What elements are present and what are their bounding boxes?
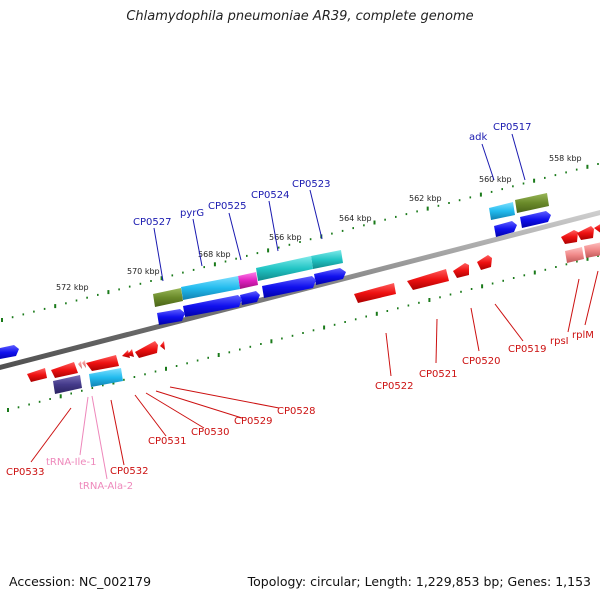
gene-feature-cp0524[interactable]	[262, 276, 316, 298]
band-cp0525	[238, 272, 258, 289]
gene-label-cp0532: CP0532	[110, 466, 148, 477]
gene-label-cp0522: CP0522	[375, 381, 413, 392]
topology-label: Topology: circular; Length: 1,229,853 bp…	[247, 574, 591, 589]
scale-label-558: 558 kbp	[549, 154, 582, 163]
gene-feature-cp0531[interactable]	[86, 355, 119, 371]
band-cp0527	[153, 288, 183, 307]
band-adk	[489, 202, 515, 220]
leader-lines-rna	[79, 395, 108, 480]
gene-feature-cp0529[interactable]	[122, 350, 130, 358]
gene-feature-cp0533[interactable]	[27, 368, 47, 382]
gene-feature-cp0522[interactable]	[354, 283, 396, 303]
gene-label-cp0517: CP0517	[493, 122, 531, 133]
band-cp0532	[53, 375, 82, 394]
reverse-strand-features	[27, 223, 600, 394]
band-cp0524	[256, 256, 313, 281]
band-cp0531	[89, 368, 123, 387]
tick-track-outer	[1, 163, 599, 322]
gene-feature-cp0521[interactable]	[407, 269, 449, 290]
leader-lines-forward	[153, 133, 526, 282]
band-pyrg	[181, 276, 240, 300]
gene-feature-cp0529b[interactable]	[127, 349, 134, 357]
accession-label: Accession: NC_002179	[9, 574, 152, 589]
leader-lines-reverse	[30, 270, 599, 466]
gene-feature-pyrg[interactable]	[183, 295, 242, 317]
band-rplm	[584, 242, 600, 258]
band-cp0523	[311, 250, 343, 269]
gene-label-pyrg: pyrG	[180, 208, 204, 219]
gene-label-cp0533: CP0533	[6, 467, 44, 478]
trna-ala-2-feature[interactable]	[82, 360, 86, 368]
gene-feature-cp0525[interactable]	[240, 291, 260, 305]
gene-label-adk: adk	[469, 132, 487, 143]
scale-label-560: 560 kbp	[479, 175, 512, 184]
gene-label-rplm: rplM	[572, 330, 594, 341]
gene-label-trna-ala-2: tRNA-Ala-2	[79, 481, 133, 492]
trna-ile-1-feature[interactable]	[78, 361, 82, 369]
map-title: Chlamydophila pneumoniae AR39, complete …	[126, 9, 474, 24]
gene-feature-cp0532[interactable]	[51, 362, 78, 378]
scale-label-572: 572 kbp	[56, 283, 89, 292]
gene-label-cp0528: CP0528	[277, 406, 315, 417]
gene-label-cp0524: CP0524	[251, 190, 289, 201]
gene-label-cp0525: CP0525	[208, 201, 246, 212]
gene-label-cp0521: CP0521	[419, 369, 457, 380]
scale-label-564: 564 kbp	[339, 214, 372, 223]
scale-label-570: 570 kbp	[127, 267, 160, 276]
gene-label-cp0530: CP0530	[191, 427, 229, 438]
forward-strand-features	[0, 193, 551, 360]
gene-feature-adk[interactable]	[494, 221, 517, 237]
gene-feature-cp0527[interactable]	[157, 309, 185, 325]
scale-label-566: 566 kbp	[269, 233, 302, 242]
gene-feature-cp0523[interactable]	[314, 268, 346, 285]
gene-feature-cp0517[interactable]	[520, 211, 551, 228]
gene-feature-cp0520[interactable]	[453, 263, 469, 278]
gene-label-cp0520: CP0520	[462, 356, 500, 367]
gene-label-trna-ile-1: tRNA-Ile-1	[46, 457, 96, 468]
scale-label-568: 568 kbp	[198, 250, 231, 259]
gene-feature-left-forward[interactable]	[0, 345, 19, 360]
gene-feature-cp0528[interactable]	[135, 341, 158, 358]
gene-feature-rplm-2[interactable]	[594, 223, 600, 234]
gene-label-cp0523: CP0523	[292, 179, 330, 190]
gene-feature-cp0519[interactable]	[477, 255, 492, 270]
gene-label-rpsi: rpsI	[550, 336, 569, 347]
gene-label-cp0527: CP0527	[133, 217, 171, 228]
gene-label-cp0531: CP0531	[148, 436, 186, 447]
gene-label-cp0519: CP0519	[508, 344, 546, 355]
band-rpsi	[565, 247, 584, 263]
band-cp0517	[515, 193, 549, 213]
gene-label-cp0529: CP0529	[234, 416, 272, 427]
scale-label-562: 562 kbp	[409, 194, 442, 203]
gene-feature-rpsi[interactable]	[561, 230, 578, 244]
gene-feature-rplm[interactable]	[577, 226, 594, 240]
gene-feature-cp0530[interactable]	[160, 341, 165, 350]
